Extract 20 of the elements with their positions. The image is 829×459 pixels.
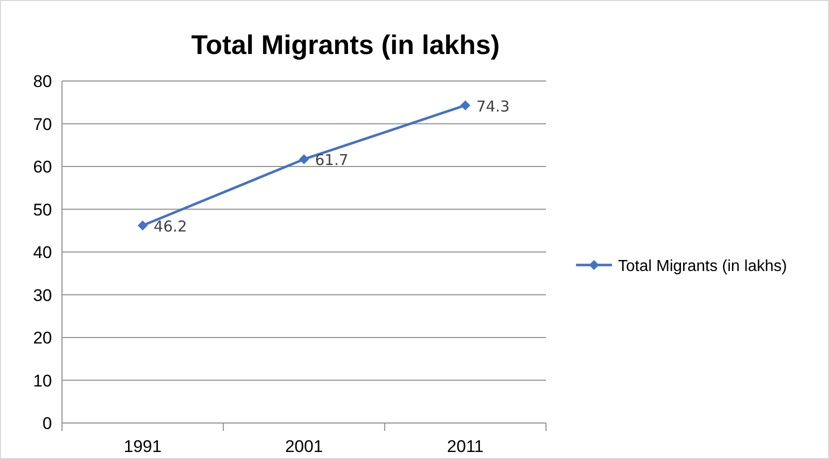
- y-tick-label: 50: [33, 200, 52, 220]
- point: [138, 220, 148, 230]
- y-tick-label: 40: [33, 243, 52, 262]
- data-label: 61.7: [315, 151, 348, 170]
- x-tick-label: 2001: [285, 437, 323, 456]
- y-tick-label: 30: [33, 286, 52, 305]
- chart-title: Total Migrants (in lakhs): [191, 30, 500, 60]
- y-tick-label: 60: [33, 158, 52, 176]
- x-tick-label: 1991: [124, 437, 162, 456]
- y-tick-label: 0: [42, 414, 52, 433]
- point: [460, 100, 470, 110]
- y-tick-label: 80: [33, 72, 52, 91]
- y-tick-label: 20: [33, 328, 52, 348]
- point: [299, 154, 309, 164]
- x-tick-label: 2011: [447, 437, 484, 456]
- legend-label: Total Migrants (in lakhs): [618, 258, 787, 275]
- y-tick-label: 70: [33, 114, 52, 134]
- data-label: 46.2: [154, 217, 188, 236]
- y-tick-label: 10: [33, 371, 52, 390]
- data-label: 74.3: [476, 97, 510, 116]
